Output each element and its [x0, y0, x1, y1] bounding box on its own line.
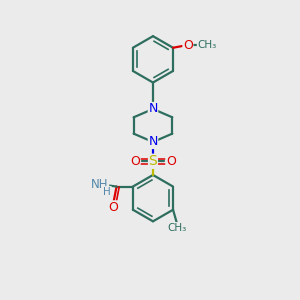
Text: O: O	[166, 155, 176, 168]
Text: S: S	[148, 154, 157, 168]
Text: N: N	[148, 136, 158, 148]
Text: NH: NH	[91, 178, 109, 191]
Text: O: O	[108, 201, 118, 214]
Text: CH₃: CH₃	[167, 223, 186, 232]
Text: N: N	[148, 103, 158, 116]
Text: •: •	[176, 226, 178, 230]
Text: O: O	[130, 155, 140, 168]
Text: CH₃: CH₃	[197, 40, 217, 50]
Text: O: O	[183, 39, 193, 52]
Text: H: H	[103, 187, 111, 196]
